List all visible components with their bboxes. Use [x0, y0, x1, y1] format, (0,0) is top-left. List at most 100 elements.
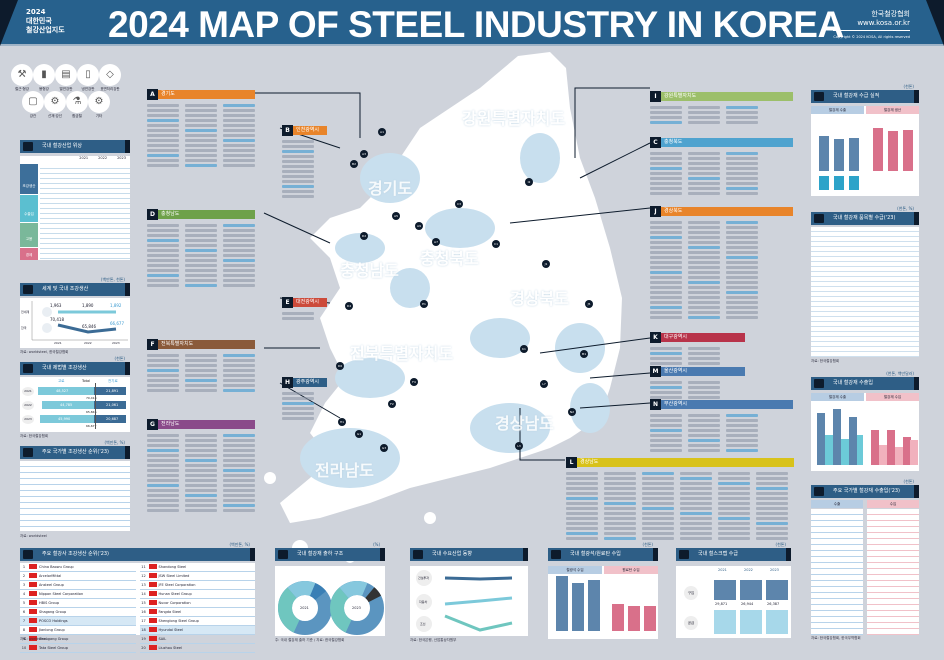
product-icon: ◇ [99, 64, 121, 86]
producers-panel: 주요 철강사 조강생산 순위('23) (백만톤, %) 1 China Baowu… [20, 542, 255, 653]
map-marker[interactable]: B2 [350, 160, 358, 168]
company-entry [282, 312, 314, 315]
company-entry [718, 477, 750, 480]
company-entry [566, 472, 598, 475]
company-entry [650, 116, 682, 119]
map-marker[interactable]: F4 [410, 378, 418, 386]
rank: 6 [20, 607, 28, 617]
map-marker[interactable]: A5 [392, 212, 400, 220]
bar [841, 439, 849, 465]
eaf-bar: 21,891 [94, 387, 126, 395]
map-marker[interactable]: F2 [388, 400, 396, 408]
flag-icon [29, 600, 37, 605]
company-entry [650, 286, 682, 289]
table-row: 4 Nippon Steel Corporation [20, 589, 136, 599]
map-marker[interactable]: A9 [415, 222, 423, 230]
year: 2023 [770, 568, 779, 572]
map-marker[interactable]: A1 [378, 128, 386, 136]
map-marker[interactable]: E1 [420, 300, 428, 308]
decor [360, 153, 420, 203]
company-entry [185, 254, 217, 257]
company-entry [604, 507, 636, 510]
panel-title: 국내 철강산업 위상 [42, 143, 82, 149]
map-marker[interactable]: H1 [338, 418, 346, 426]
flag-icon [28, 607, 38, 617]
company-entry [223, 369, 255, 372]
country-trade-panel: 주요 국가별 철강재 수출입('23) (천톤) 수출 수입 자료: 한국철강협회… [811, 479, 919, 640]
decor [470, 318, 530, 358]
decor: 주요 철강사 조강생산 순위('23) (백만톤, %) [20, 542, 255, 561]
decor [264, 472, 276, 484]
company-entry [650, 424, 682, 427]
region-header-H: H 광주광역시 [282, 377, 327, 388]
map-marker[interactable]: G1 [355, 430, 363, 438]
map-marker[interactable]: J1 [542, 260, 550, 268]
region-letter: L [566, 457, 577, 468]
company-entry [185, 279, 217, 282]
kosa-logo: 한국철강협회 www.kosa.or.kr Copyright © 2024 KOS… [833, 10, 910, 42]
company-entry [650, 152, 682, 155]
company-entry [185, 484, 217, 487]
map-marker[interactable]: I2 [525, 178, 533, 186]
map-marker[interactable]: A7 [432, 238, 440, 246]
company-entry [650, 381, 682, 384]
company-entry [604, 527, 636, 530]
company-entry [185, 494, 217, 497]
bar [833, 409, 841, 465]
company-entry [282, 417, 314, 420]
company-entry [726, 241, 758, 244]
company-entry [688, 111, 720, 114]
decor: 국내 제법별 조강생산 (천톤) [20, 356, 130, 375]
company-entry [282, 407, 314, 410]
company-entry [147, 484, 179, 487]
source-note: 자료: 한국철강협회 [20, 434, 49, 438]
company-entry [642, 532, 674, 535]
region-letter: F [147, 339, 158, 350]
company-entry [147, 244, 179, 247]
map-marker[interactable]: K1 [520, 345, 528, 353]
decor: 고로 Total 전기로 2021 48,527 21,891 70,418 2022 44,7… [20, 377, 130, 432]
map-marker[interactable]: A3 [360, 150, 368, 158]
map-marker[interactable]: G3 [380, 444, 388, 452]
company-entry [718, 507, 750, 510]
map-marker[interactable]: J5 [585, 300, 593, 308]
decor [300, 428, 400, 488]
company-name: Hyundai Steel [157, 625, 255, 635]
company-entry [604, 502, 636, 505]
company-entry [688, 236, 720, 239]
map-marker[interactable]: D6 [336, 362, 344, 370]
flag-icon [28, 643, 38, 653]
group-block: 고용 [20, 223, 38, 247]
company-entry [185, 284, 217, 287]
company-entry [680, 477, 712, 480]
map-marker[interactable]: M1 [580, 350, 588, 358]
map-marker[interactable]: C3 [455, 200, 463, 208]
decor: 국내 수요산업 동향 [410, 548, 528, 561]
company-entry [642, 502, 674, 505]
company-entry [756, 522, 788, 525]
map-marker[interactable]: C1 [492, 240, 500, 248]
company-entry [726, 251, 758, 254]
map-marker[interactable]: D4 [345, 302, 353, 310]
decor [574, 87, 650, 158]
company-entry [688, 291, 720, 294]
company-entry [147, 464, 179, 467]
company-entry [147, 224, 179, 227]
map-marker[interactable]: L3 [515, 442, 523, 450]
company-entry [185, 474, 217, 477]
map-marker[interactable]: N2 [568, 408, 576, 416]
year: 2021 [718, 568, 727, 572]
supply-bar [740, 610, 762, 634]
company-entry [756, 507, 788, 510]
company-entry [223, 229, 255, 232]
region-letter: I [650, 91, 661, 102]
map-marker[interactable]: L7 [540, 380, 548, 388]
company-entry [726, 111, 758, 114]
company-entry [650, 419, 682, 422]
product-icon: ▮ [33, 64, 55, 86]
map-marker[interactable]: D2 [360, 232, 368, 240]
label: 전세계 [21, 310, 30, 314]
subheader: 수입 [867, 500, 919, 508]
company-entry [223, 154, 255, 157]
company-entry [566, 477, 598, 480]
